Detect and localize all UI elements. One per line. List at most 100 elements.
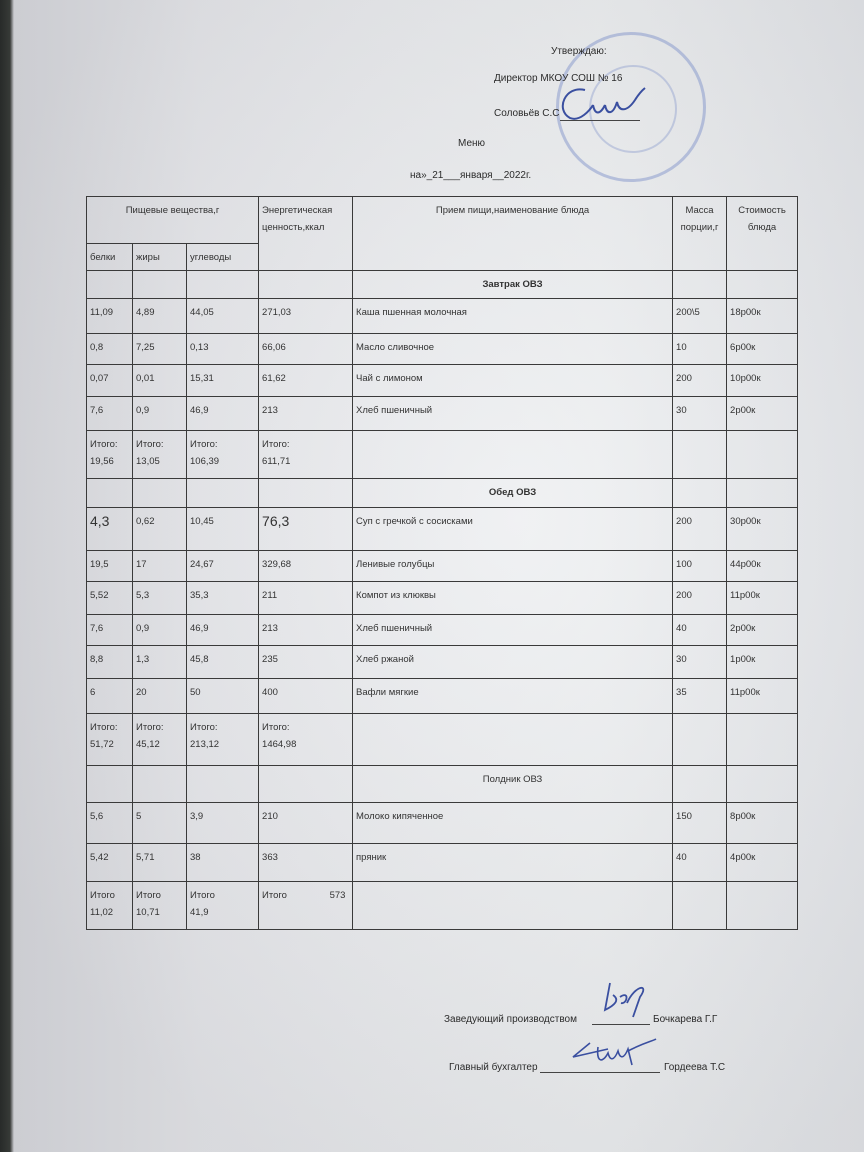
cell-fats: 17 <box>132 550 187 582</box>
cell-energy: 271,03 <box>258 298 354 334</box>
cell-cost: 11р00к <box>726 678 799 714</box>
total-proteins: Итого: 51,72 <box>86 713 133 766</box>
cell-carbs: 45,8 <box>185 645 260 679</box>
cell-cost: 8р00к <box>726 802 799 844</box>
empty-cell <box>86 765 133 803</box>
cell-proteins: 11,09 <box>86 298 133 334</box>
cell-mass: 200 <box>672 364 728 397</box>
cell-dish: Компот из клюквы <box>352 581 674 615</box>
total-proteins: Итого 11,02 <box>86 881 133 930</box>
dish-row: 0,07 0,01 15,31 61,62 Чай с лимоном 200 10р00к <box>86 364 799 397</box>
cell-mass: 200 <box>672 507 728 551</box>
cell-mass: 30 <box>672 645 728 679</box>
cell-dish: Ленивые голубцы <box>352 550 674 582</box>
empty-cell <box>726 430 799 479</box>
cell-proteins: 7,6 <box>86 614 133 646</box>
dish-row: 19,5 17 24,67 329,68 Ленивые голубцы 100 44р00… <box>86 550 799 582</box>
cell-fats: 0,9 <box>132 396 187 431</box>
section-title: Завтрак ОВЗ <box>352 270 674 299</box>
empty-cell <box>672 478 728 508</box>
menu-date: на»_21___января__2022г. <box>410 170 532 181</box>
cell-energy: 213 <box>258 396 354 431</box>
header-proteins: белки <box>86 243 133 271</box>
header-carbs: углеводы <box>185 243 260 271</box>
empty-cell <box>185 765 260 803</box>
cell-fats: 7,25 <box>132 333 187 365</box>
cell-proteins: 8,8 <box>86 645 133 679</box>
cell-proteins: 6 <box>86 678 133 714</box>
empty-cell <box>352 713 674 766</box>
section-header-row: Обед ОВЗ <box>86 478 799 508</box>
cell-mass: 200\5 <box>672 298 728 334</box>
empty-cell <box>132 478 187 508</box>
cell-cost: 2р00к <box>726 614 799 646</box>
cell-cost: 18р00к <box>726 298 799 334</box>
empty-cell <box>726 713 799 766</box>
cell-proteins: 5,42 <box>86 843 133 882</box>
cell-proteins: 7,6 <box>86 396 133 431</box>
cell-mass: 10 <box>672 333 728 365</box>
cell-dish: пряник <box>352 843 674 882</box>
cell-dish: Хлеб пшеничный <box>352 396 674 431</box>
cell-energy: 76,3 <box>258 507 354 551</box>
empty-cell <box>672 270 728 299</box>
cell-dish: Вафли мягкие <box>352 678 674 714</box>
cell-dish: Масло сливочное <box>352 333 674 365</box>
dish-row: 5,52 5,3 35,3 211 Компот из клюквы 200 11р00к <box>86 581 799 615</box>
cell-dish: Каша пшенная молочная <box>352 298 674 334</box>
production-head-label: Заведующий производством <box>444 1014 577 1025</box>
cell-carbs: 46,9 <box>185 614 260 646</box>
cell-mass: 40 <box>672 843 728 882</box>
cell-cost: 44р00к <box>726 550 799 582</box>
cell-energy: 213 <box>258 614 354 646</box>
empty-cell <box>258 478 354 508</box>
cell-fats: 4,89 <box>132 298 187 334</box>
dish-row: 7,6 0,9 46,9 213 Хлеб пшеничный 40 2р00к <box>86 614 799 646</box>
cell-energy: 211 <box>258 581 354 615</box>
production-head-name: Бочкарева Г.Г <box>653 1014 718 1025</box>
cell-proteins: 0,8 <box>86 333 133 365</box>
total-energy: Итого: 1464,98 <box>258 713 354 766</box>
cell-mass: 200 <box>672 581 728 615</box>
cell-carbs: 0,13 <box>185 333 260 365</box>
cell-mass: 100 <box>672 550 728 582</box>
cell-energy: 363 <box>258 843 354 882</box>
cell-carbs: 35,3 <box>185 581 260 615</box>
cell-fats: 5,3 <box>132 581 187 615</box>
production-head-signature-line <box>592 1024 650 1025</box>
total-carbs: Итого: 213,12 <box>185 713 260 766</box>
empty-cell <box>132 765 187 803</box>
chief-accountant-signature <box>572 1038 657 1066</box>
dish-row: 8,8 1,3 45,8 235 Хлеб ржаной 30 1р00к <box>86 645 799 679</box>
empty-cell <box>672 430 728 479</box>
cell-carbs: 3,9 <box>185 802 260 844</box>
cell-cost: 10р00к <box>726 364 799 397</box>
cell-fats: 5,71 <box>132 843 187 882</box>
production-head-signature <box>603 982 645 1018</box>
document-title: Меню <box>458 138 486 149</box>
section-title: Обед ОВЗ <box>352 478 674 508</box>
empty-cell <box>352 881 674 930</box>
cell-energy: 66,06 <box>258 333 354 365</box>
header-nutrients: Пищевые вещества,г <box>85 196 260 244</box>
empty-cell <box>352 430 674 479</box>
header-mass: Масса порции,г <box>672 196 728 271</box>
chief-accountant-label: Главный бухгалтер <box>449 1062 538 1073</box>
empty-cell <box>726 478 799 508</box>
empty-cell <box>726 881 799 930</box>
cell-dish: Хлеб пшеничный <box>352 614 674 646</box>
empty-cell <box>185 270 260 299</box>
cell-energy: 235 <box>258 645 354 679</box>
total-carbs: Итого 41,9 <box>185 881 260 930</box>
empty-cell <box>258 270 354 299</box>
cell-mass: 30 <box>672 396 728 431</box>
cell-carbs: 10,45 <box>185 507 260 551</box>
menu-table: Пищевые вещества,г Энергетическая ценнос… <box>85 196 799 930</box>
cell-fats: 0,62 <box>132 507 187 551</box>
cell-proteins: 0,07 <box>86 364 133 397</box>
section-header-row: Полдник ОВЗ <box>86 765 799 803</box>
cell-energy: 210 <box>258 802 354 844</box>
cell-carbs: 50 <box>185 678 260 714</box>
cell-mass: 150 <box>672 802 728 844</box>
chief-accountant-name: Гордеева Т.С <box>664 1062 726 1073</box>
